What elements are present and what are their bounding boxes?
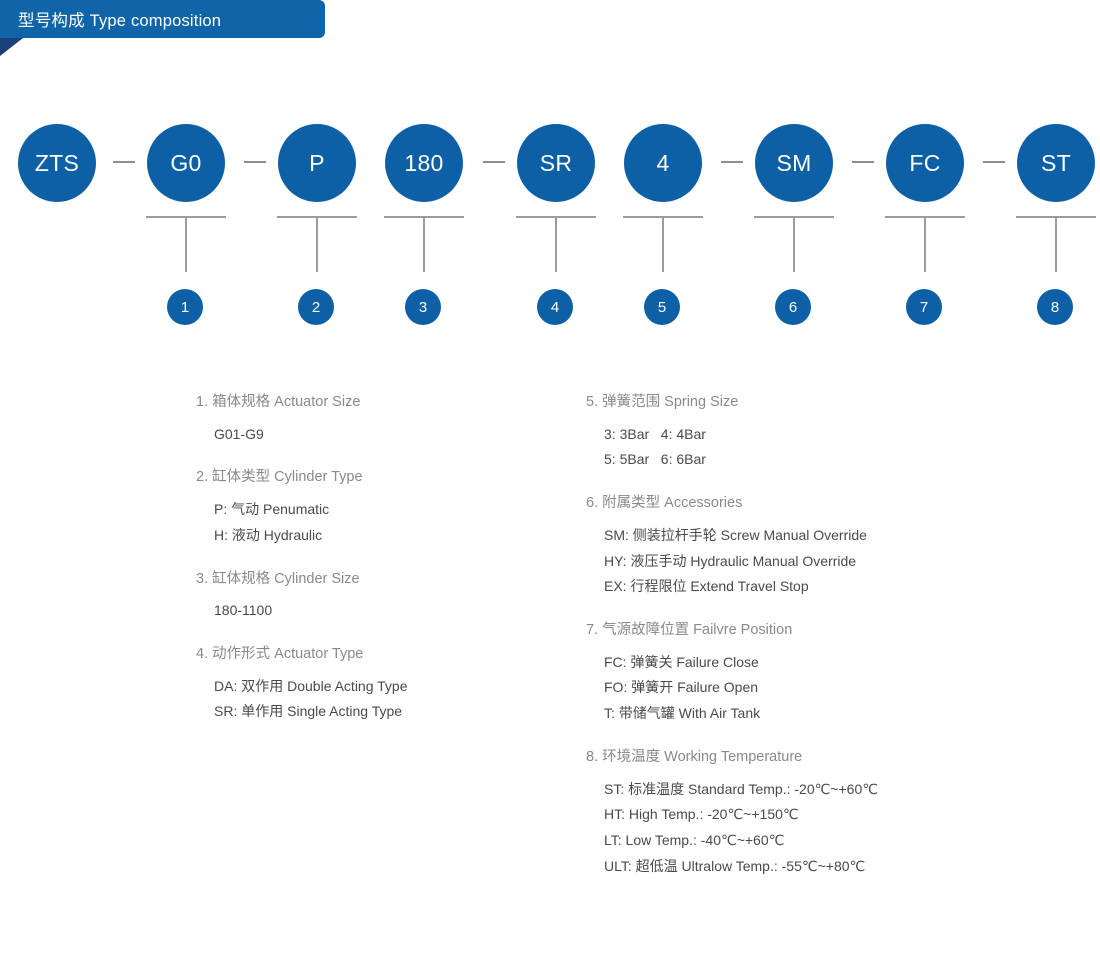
code-node-sm: SM bbox=[755, 124, 833, 202]
index-marker-2: 2 bbox=[298, 289, 334, 325]
code-node-p: P bbox=[278, 124, 356, 202]
chain-separator-dash bbox=[483, 161, 505, 163]
legend-option: ULT: 超低温 Ultralow Temp.: -55℃~+80℃ bbox=[604, 857, 866, 874]
connector-stem-5 bbox=[662, 216, 664, 272]
legend-option: P: 气动 Penumatic bbox=[214, 501, 330, 518]
legend-heading: 2. 缸体类型 Cylinder Type bbox=[196, 469, 363, 486]
legend-option: ST: 标准温度 Standard Temp.: -20℃~+60℃ bbox=[604, 780, 878, 797]
page-title: 型号构成 Type composition bbox=[18, 12, 222, 30]
legend-group-2: 2. 缸体类型 Cylinder Type P: 气动 Penumatic H: 液… bbox=[196, 467, 576, 546]
legend-group-1: 1. 箱体规格 Actuator Size G01-G9 bbox=[196, 392, 576, 445]
banner-fold-decoration bbox=[0, 38, 23, 56]
legend-option: HY: 液压手动 Hydraulic Manual Override bbox=[604, 552, 857, 569]
legend-column-left: 1. 箱体规格 Actuator Size G01-G9 2. 缸体类型 Cylin… bbox=[196, 392, 576, 745]
chain-separator-dash bbox=[244, 161, 266, 163]
legend-option: LT: Low Temp.: -40℃~+60℃ bbox=[604, 831, 785, 848]
code-node-zts: ZTS bbox=[18, 124, 96, 202]
legend-heading: 1. 箱体规格 Actuator Size bbox=[196, 394, 361, 410]
connector-stem-1 bbox=[185, 216, 187, 272]
index-marker-3: 3 bbox=[405, 289, 441, 325]
legend-option: 5: 5Bar 6: 6Bar bbox=[604, 451, 706, 468]
code-node-fc: FC bbox=[886, 124, 964, 202]
legend-group-3: 3. 缸体规格 Cylinder Size 180-1100 bbox=[196, 569, 576, 622]
connector-stem-4 bbox=[555, 216, 557, 272]
legend-option: 3: 3Bar 4: 4Bar bbox=[604, 425, 706, 442]
code-node-g0: G0 bbox=[147, 124, 225, 202]
legend-option: FO: 弹簧开 Failure Open bbox=[604, 679, 759, 696]
page-header-banner: 型号构成 Type composition bbox=[0, 0, 325, 56]
legend-heading: 4. 动作形式 Actuator Type bbox=[196, 646, 364, 662]
index-marker-4: 4 bbox=[537, 289, 573, 325]
legend-option: EX: 行程限位 Extend Travel Stop bbox=[604, 578, 809, 595]
index-marker-1: 1 bbox=[167, 289, 203, 325]
chain-separator-dash bbox=[721, 161, 743, 163]
legend-option: DA: 双作用 Double Acting Type bbox=[214, 677, 408, 694]
index-marker-6: 6 bbox=[775, 289, 811, 325]
connector-stem-7 bbox=[924, 216, 926, 272]
type-code-chain: ZTS G0 P 180 SR 4 SM FC ST bbox=[0, 124, 1100, 202]
connector-stem-6 bbox=[793, 216, 795, 272]
legend-heading: 6. 附属类型 Accessories bbox=[586, 495, 743, 512]
index-number-markers: 1 2 3 4 5 6 7 8 bbox=[0, 289, 1100, 325]
connector-lines bbox=[0, 216, 1100, 288]
legend-group-2: 6. 附属类型 Accessories SM: 侧装拉杆手轮 Screw Manu… bbox=[586, 493, 1056, 598]
legend-group-3: 7. 气源故障位置 Failvre Position FC: 弹簧关 Failur… bbox=[586, 620, 1056, 725]
legend-heading: 3. 缸体规格 Cylinder Size bbox=[196, 570, 360, 587]
legend-group-1: 5. 弹簧范围 Spring Size 3: 3Bar 4: 4Bar 5: 5Ba… bbox=[586, 392, 1056, 471]
chain-separator-dash bbox=[113, 161, 135, 163]
index-marker-7: 7 bbox=[906, 289, 942, 325]
code-node-180: 180 bbox=[385, 124, 463, 202]
connector-stem-2 bbox=[316, 216, 318, 272]
legend-option: T: 带储气罐 With Air Tank bbox=[604, 705, 761, 722]
legend-option: HT: High Temp.: -20℃~+150℃ bbox=[604, 806, 799, 823]
legend-heading: 7. 气源故障位置 Failvre Position bbox=[586, 621, 793, 638]
legend-heading: 5. 弹簧范围 Spring Size bbox=[586, 394, 739, 410]
legend-option: 180-1100 bbox=[214, 602, 273, 619]
connector-stem-8 bbox=[1055, 216, 1057, 272]
legend-option: FC: 弹簧关 Failure Close bbox=[604, 653, 759, 670]
legend-column-right: 5. 弹簧范围 Spring Size 3: 3Bar 4: 4Bar 5: 5Ba… bbox=[586, 392, 1056, 899]
code-node-sr: SR bbox=[517, 124, 595, 202]
code-node-st: ST bbox=[1017, 124, 1095, 202]
index-marker-8: 8 bbox=[1037, 289, 1073, 325]
legend-option: SR: 单作用 Single Acting Type bbox=[214, 703, 403, 720]
banner-body: 型号构成 Type composition bbox=[0, 0, 325, 38]
legend-option: SM: 侧装拉杆手轮 Screw Manual Override bbox=[604, 526, 867, 543]
legend-group-4: 8. 环境温度 Working Temperature ST: 标准温度 Stan… bbox=[586, 747, 1056, 878]
chain-separator-dash bbox=[852, 161, 874, 163]
chain-separator-dash bbox=[983, 161, 1005, 163]
connector-stem-3 bbox=[423, 216, 425, 272]
legend-heading: 8. 环境温度 Working Temperature bbox=[586, 748, 803, 765]
legend-option: H: 液动 Hydraulic bbox=[214, 526, 323, 543]
legend-option: G01-G9 bbox=[214, 425, 264, 442]
index-marker-5: 5 bbox=[644, 289, 680, 325]
code-node-4: 4 bbox=[624, 124, 702, 202]
legend-group-4: 4. 动作形式 Actuator Type DA: 双作用 Double Acti… bbox=[196, 644, 576, 723]
